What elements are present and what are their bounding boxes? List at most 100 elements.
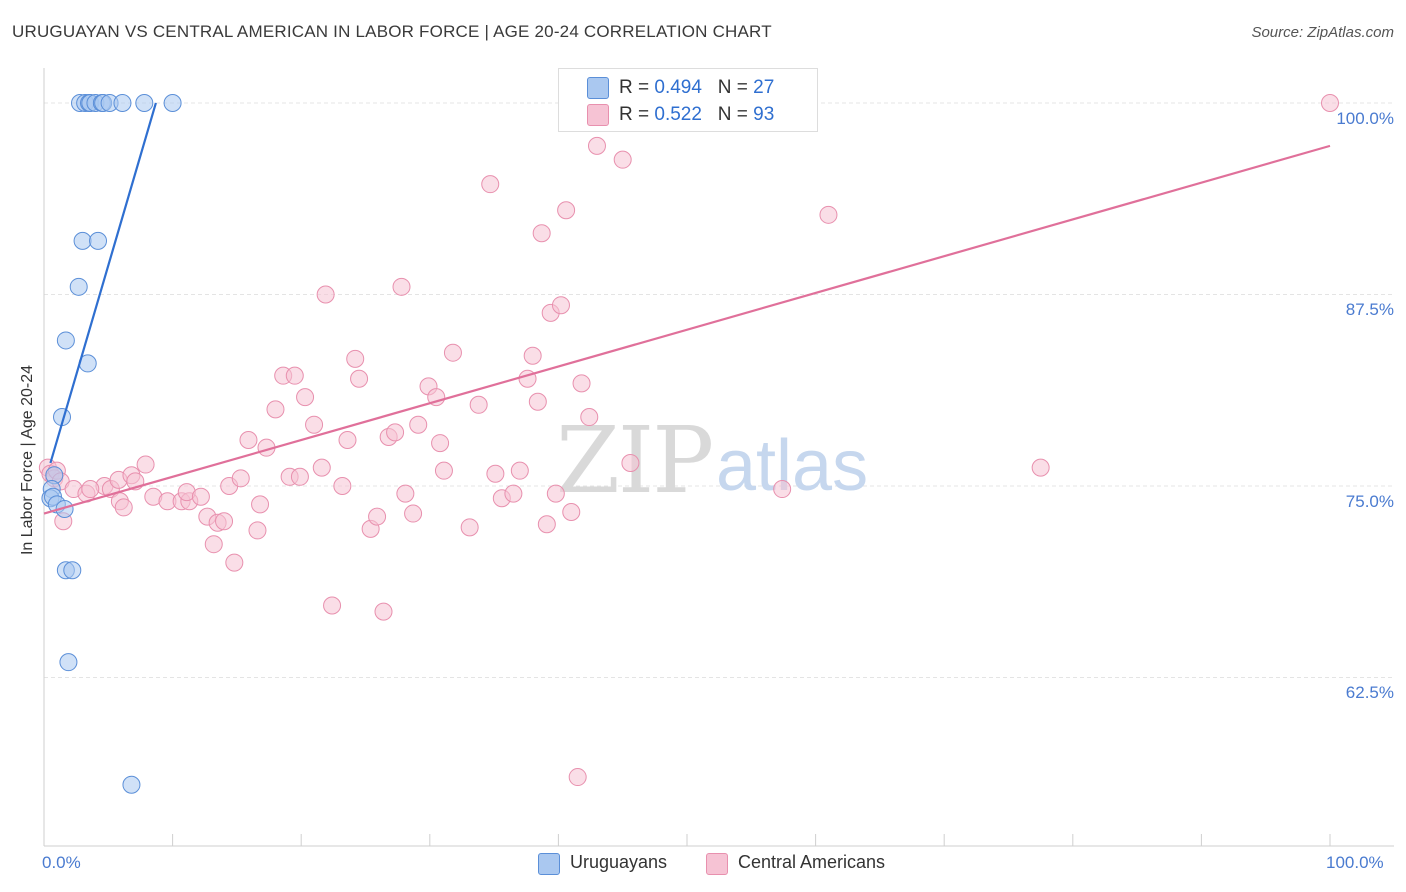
legend-r-label: R = — [619, 77, 655, 98]
data-point-central-americans — [266, 400, 285, 419]
data-point-central-americans — [557, 201, 576, 220]
data-point-central-americans — [537, 515, 556, 534]
x-tick-label-min: 0.0% — [42, 853, 81, 872]
bottom-legend-swatch-central-americans — [706, 853, 728, 875]
data-point-central-americans — [546, 484, 565, 503]
data-point-central-americans — [431, 434, 450, 453]
data-point-central-americans — [312, 458, 331, 477]
data-point-central-americans — [251, 495, 270, 514]
trendline-central-americans — [43, 144, 1331, 515]
data-point-central-americans — [427, 388, 446, 407]
data-point-central-americans — [551, 296, 570, 315]
data-point-central-americans — [204, 535, 223, 554]
data-point-central-americans — [404, 504, 423, 523]
grid-lines — [44, 102, 1394, 678]
y-tick-label: 100.0% — [1336, 108, 1394, 128]
legend-row-central-americans: R = 0.522 N = 93 — [619, 104, 774, 126]
data-point-central-americans — [773, 480, 792, 499]
data-point-uruguayans — [135, 93, 154, 112]
data-point-central-americans — [239, 431, 258, 450]
data-point-central-americans — [621, 454, 640, 472]
watermark-atlas: atlas — [716, 426, 868, 506]
data-point-uruguayans — [163, 93, 182, 112]
data-point-central-americans — [323, 596, 342, 615]
data-point-central-americans — [296, 388, 315, 407]
data-point-uruguayans — [89, 231, 108, 250]
source-credit: Source: ZipAtlas.com — [1251, 24, 1394, 41]
data-point-central-americans — [1031, 458, 1050, 477]
data-point-central-americans — [481, 175, 500, 194]
bottom-legend-uruguayans: Uruguayans — [570, 852, 668, 872]
data-point-central-americans — [510, 461, 529, 480]
data-point-uruguayans — [122, 775, 141, 794]
central-americans-points — [38, 93, 1339, 787]
data-point-uruguayans — [69, 277, 88, 296]
watermark: ZIP atlas — [556, 407, 868, 514]
data-point-central-americans — [469, 395, 488, 414]
data-point-central-americans — [136, 455, 155, 474]
data-point-central-americans — [613, 150, 632, 169]
data-point-central-americans — [396, 484, 415, 503]
data-point-central-americans — [443, 343, 462, 362]
data-point-central-americans — [338, 431, 357, 450]
correlation-legend: R = 0.494 N = 27 R = 0.522 N = 93 — [558, 68, 818, 132]
data-point-central-americans — [819, 205, 838, 224]
y-tick-label: 75.0% — [1345, 491, 1394, 511]
data-point-central-americans — [114, 498, 133, 517]
data-point-central-americans — [392, 277, 411, 296]
data-point-central-americans — [248, 521, 267, 540]
data-point-central-americans — [504, 484, 523, 503]
data-point-central-americans — [572, 374, 591, 393]
data-point-uruguayans — [59, 653, 78, 672]
bottom-legend-swatch-uruguayans — [538, 853, 560, 875]
legend-swatch-uruguayans — [587, 77, 609, 99]
data-point-central-americans — [409, 415, 428, 434]
data-point-central-americans — [562, 503, 581, 522]
data-point-central-americans — [486, 464, 505, 483]
legend-r-value: 0.522 — [654, 104, 702, 125]
legend-n-label: N = — [717, 104, 754, 125]
data-point-central-americans — [231, 469, 250, 488]
legend-n-label: N = — [717, 77, 754, 98]
legend-row-uruguayans: R = 0.494 N = 27 — [619, 77, 774, 99]
data-point-central-americans — [368, 507, 387, 526]
data-point-central-americans — [290, 467, 309, 486]
data-point-central-americans — [532, 224, 551, 243]
axes — [43, 68, 1394, 847]
data-point-central-americans — [386, 423, 405, 442]
data-point-central-americans — [191, 487, 210, 506]
data-point-central-americans — [374, 602, 393, 621]
data-point-central-americans — [316, 285, 335, 304]
data-point-central-americans — [333, 476, 352, 495]
data-point-uruguayans — [113, 93, 132, 112]
uruguayans-points — [41, 93, 182, 794]
data-point-central-americans — [580, 408, 599, 427]
data-point-central-americans — [346, 349, 365, 368]
data-point-central-americans — [81, 480, 100, 499]
data-point-uruguayans — [73, 231, 92, 250]
data-point-central-americans — [350, 369, 369, 388]
data-point-central-americans — [1321, 93, 1339, 112]
data-point-central-americans — [523, 346, 542, 365]
y-tick-label: 62.5% — [1345, 683, 1394, 703]
legend-n-value: 27 — [753, 77, 775, 98]
data-point-uruguayans — [63, 561, 82, 580]
data-point-central-americans — [528, 392, 547, 411]
trend-lines — [43, 102, 1331, 515]
trendline-uruguayans — [49, 102, 157, 464]
data-point-central-americans — [215, 512, 234, 531]
chart-title: URUGUAYAN VS CENTRAL AMERICAN IN LABOR F… — [12, 22, 772, 41]
data-point-central-americans — [285, 366, 304, 385]
x-tick-label-max: 100.0% — [1326, 853, 1384, 872]
data-point-central-americans — [305, 415, 324, 434]
data-point-uruguayans — [56, 331, 75, 350]
data-point-central-americans — [460, 518, 479, 537]
y-tick-label: 87.5% — [1345, 300, 1394, 320]
bottom-legend-central-americans: Central Americans — [738, 852, 886, 872]
legend-swatch-central-americans — [587, 104, 609, 126]
legend-r-label: R = — [619, 104, 655, 125]
legend-r-value: 0.494 — [654, 77, 702, 98]
legend-n-value: 93 — [753, 104, 775, 125]
data-point-central-americans — [587, 136, 606, 155]
